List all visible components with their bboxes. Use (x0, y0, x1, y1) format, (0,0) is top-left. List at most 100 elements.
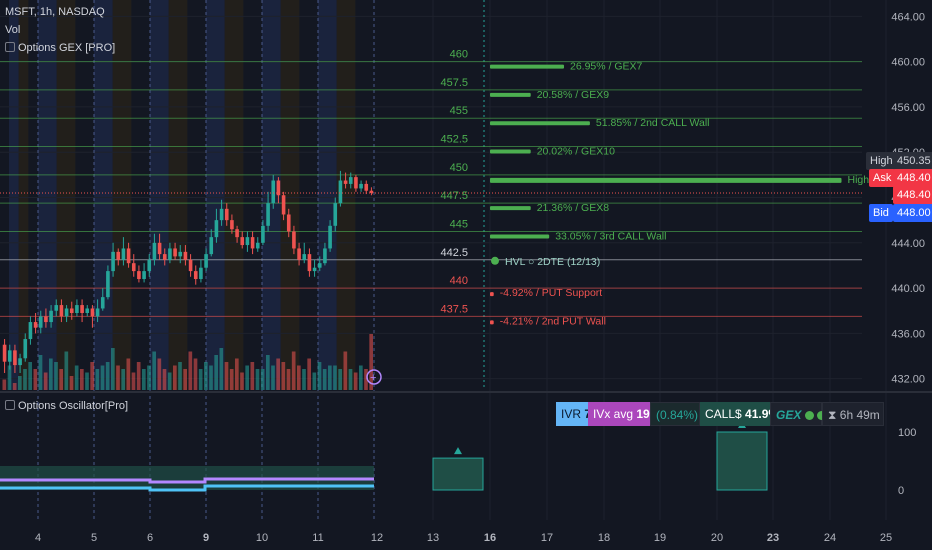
volume-bar (167, 372, 172, 390)
candle-body (147, 259, 152, 272)
indicator-settings-icon[interactable] (5, 400, 15, 410)
volume-bar (80, 369, 84, 390)
candle-body (219, 208, 224, 221)
volume-bar (245, 365, 249, 390)
volume-bar (250, 362, 255, 390)
candle-body (121, 248, 126, 260)
candle-body (142, 271, 146, 280)
timer-box: ⧗ 6h 49m (822, 402, 884, 426)
regular-session-band (280, 0, 300, 390)
strike-label: 447.5 (440, 190, 468, 202)
time-tick: 17 (541, 532, 553, 544)
volume-bar (116, 365, 120, 390)
volume-bar (85, 372, 89, 390)
strike-label: 445 (450, 218, 468, 230)
ask-value: 448.40 (893, 169, 932, 187)
regular-session-band (56, 0, 76, 390)
gex-indicator-label[interactable]: Options GEX [PRO] (5, 42, 115, 54)
iv-change: (0.84%) (650, 402, 700, 426)
volume-bar (312, 372, 317, 390)
candle-body (33, 322, 38, 328)
price-tick: 464.00 (891, 11, 925, 23)
calls-box: CALL$ 41.9% (700, 402, 779, 426)
candle-body (245, 237, 250, 246)
candle-body (281, 195, 286, 215)
indicator-settings-icon[interactable] (5, 42, 15, 52)
gex-bar (490, 92, 531, 97)
symbol-title[interactable]: MSFT, 1h, NASDAQ (5, 6, 105, 18)
volume-bar (136, 362, 141, 390)
volume-bar (131, 372, 136, 390)
candle-body (333, 203, 338, 226)
price-tick: 460.00 (891, 57, 925, 69)
gex-bar (490, 149, 531, 154)
strike-label: 452.5 (440, 134, 468, 146)
volume-bar (64, 351, 69, 390)
gex-text: 33.05% / 3rd CALL Wall (555, 230, 666, 242)
candle-body (44, 316, 48, 323)
candle-body (354, 177, 358, 189)
osc-tick: 100 (898, 427, 916, 439)
candle-body (271, 180, 276, 204)
candle-body (59, 305, 64, 317)
premarket-band (9, 0, 19, 390)
candle-body (369, 190, 374, 193)
time-tick: 11 (312, 532, 323, 544)
candle-body (54, 305, 59, 311)
volume-bar (126, 358, 131, 390)
price-tick: 440.00 (891, 283, 925, 295)
gex-text: 51.85% / 2nd CALL Wall (596, 117, 710, 129)
volume-bar (95, 369, 100, 390)
strike-label: 440 (450, 275, 468, 287)
premarket-band (38, 0, 57, 390)
volume-bar (348, 369, 353, 390)
volume-bar (7, 365, 12, 390)
vol-indicator-label[interactable]: Vol (5, 24, 21, 36)
volume-bar (147, 365, 151, 390)
gex-box: GEX (770, 402, 827, 426)
volume-bar (271, 365, 275, 390)
candle-body (13, 350, 17, 366)
candle-body (2, 344, 7, 362)
candle-body (106, 271, 110, 298)
regular-session-band (168, 0, 188, 390)
candle-body (95, 308, 100, 317)
volume-bar (28, 362, 32, 390)
time-tick: 5 (91, 532, 97, 544)
strike-label: 457.5 (440, 77, 468, 89)
candle-body (90, 308, 95, 317)
candle-body (69, 308, 74, 313)
add-alert-icon (366, 369, 382, 385)
volume-bar (157, 358, 162, 390)
volume-bar (105, 362, 110, 390)
candle-body (80, 305, 84, 313)
candle-body (111, 251, 115, 272)
osc-ivx-line (0, 477, 374, 484)
regular-session-band (336, 0, 356, 390)
candle-body (188, 259, 193, 272)
volume-bar (43, 372, 48, 390)
candle-body (359, 183, 363, 189)
volume-bar (162, 369, 167, 390)
volume-bar (353, 372, 358, 390)
gex-bar (490, 292, 494, 297)
volume-bar (229, 369, 234, 390)
time-tick: 18 (598, 532, 610, 544)
candle-body (276, 180, 281, 196)
candle-body (209, 237, 214, 255)
candle-body (235, 229, 239, 238)
gex-bar (490, 206, 531, 211)
gex-dot-icon (817, 411, 827, 420)
candle-body (126, 248, 131, 264)
candle-body (85, 308, 90, 313)
candle-body (199, 267, 203, 280)
osc-indicator-label[interactable]: Options Oscillator[Pro] (5, 400, 128, 412)
gex-text: 20.58% / GEX9 (537, 89, 610, 101)
osc-bar (716, 431, 768, 491)
candle-body (152, 242, 157, 260)
strike-label: 455 (450, 105, 468, 117)
price-tick: 444.00 (891, 238, 925, 250)
strike-label: 460 (450, 49, 468, 61)
axes: 464.00460.00456.00452.00448.00444.00440.… (35, 11, 925, 544)
